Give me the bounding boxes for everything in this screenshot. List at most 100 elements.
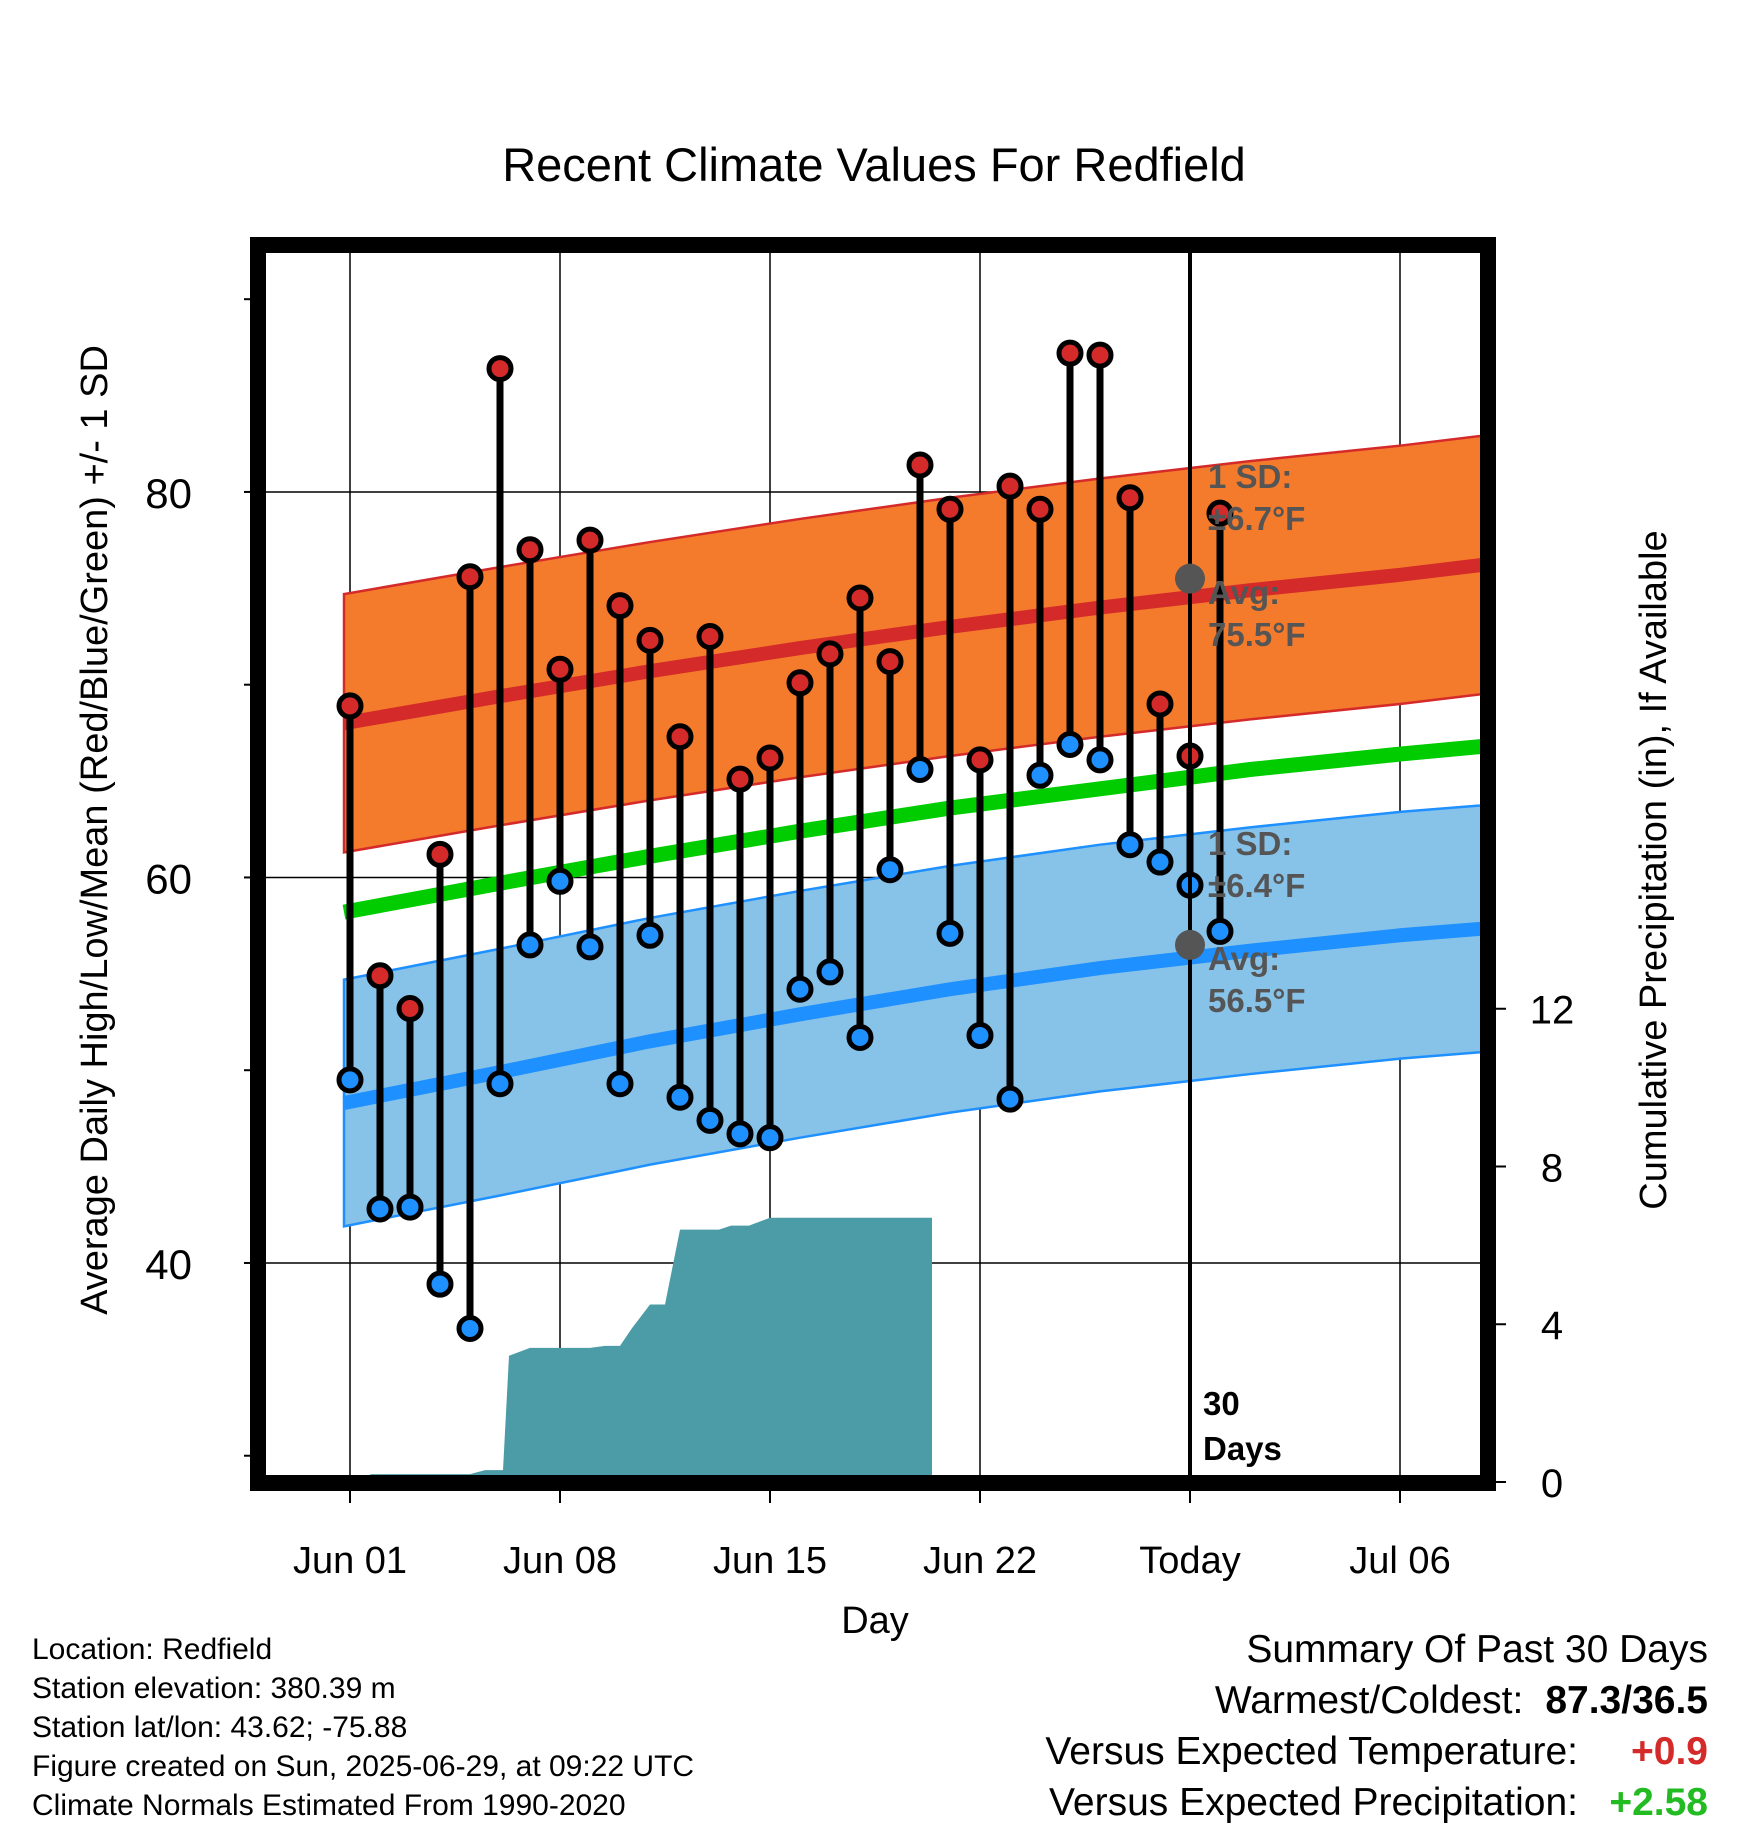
daily-low-point xyxy=(1026,761,1054,789)
low-avg-label: Avg: xyxy=(1208,940,1280,977)
daily-high-point xyxy=(996,472,1024,500)
low-sd-band xyxy=(342,804,1480,1228)
today-high-avg-marker xyxy=(1175,563,1205,594)
daily-low-point xyxy=(546,867,574,895)
daily-high-point xyxy=(876,648,904,676)
daily-high-point xyxy=(1026,495,1054,523)
daily-low-point xyxy=(1116,831,1144,859)
summary-title-row: Summary Of Past 30 Days xyxy=(808,1624,1708,1675)
daily-high-point xyxy=(1116,484,1144,512)
y-right-tick-label: 4 xyxy=(1541,1304,1563,1348)
daily-high-point xyxy=(516,536,544,564)
daily-high-point xyxy=(1056,339,1084,367)
daily-high-point xyxy=(696,623,724,651)
daily-high-point xyxy=(576,526,604,554)
daily-high-point xyxy=(936,495,964,523)
low-sd-value: ±6.4°F xyxy=(1208,867,1305,904)
precip-label: Versus Expected Precipitation: xyxy=(1049,1781,1578,1824)
daily-low-point xyxy=(366,1195,394,1223)
daily-low-point xyxy=(1206,917,1234,945)
x-tick-label: Jun 22 xyxy=(923,1540,1037,1582)
daily-high-point xyxy=(426,840,454,868)
daily-high-point xyxy=(756,744,784,772)
warm-cold-row: Warmest/Coldest: 87.3/36.5 xyxy=(808,1675,1708,1726)
temp-row: Versus Expected Temperature: +0.9 xyxy=(808,1726,1708,1777)
y-right-tick-label: 0 xyxy=(1541,1462,1563,1506)
daily-high-point xyxy=(666,723,694,751)
location-text: Location: Redfield xyxy=(32,1633,273,1666)
station-info: Location: Redfield Station elevation: 38… xyxy=(32,1630,694,1825)
daily-low-point xyxy=(816,958,844,986)
daily-high-point xyxy=(456,563,484,591)
plot-frame xyxy=(250,237,1496,1491)
daily-high-point xyxy=(336,692,364,720)
x-tick-label: Jun 01 xyxy=(293,1540,407,1582)
x-tick-label: Jul 06 xyxy=(1349,1540,1450,1582)
low-sd-label: 1 SD: xyxy=(1208,825,1292,862)
daily-high-point xyxy=(546,655,574,683)
period-unit: Days xyxy=(1203,1430,1282,1467)
x-tick-label: Jun 15 xyxy=(713,1540,827,1582)
normals-text: Climate Normals Estimated From 1990-2020 xyxy=(32,1789,626,1822)
daily-high-point xyxy=(366,962,394,990)
daily-low-point xyxy=(786,975,814,1003)
low-avg-value: 56.5°F xyxy=(1208,982,1306,1019)
daily-high-point xyxy=(486,355,514,383)
precip-value: +2.58 xyxy=(1609,1781,1708,1824)
daily-high-point xyxy=(1086,341,1114,369)
daily-high-point xyxy=(906,451,934,479)
summary-panel: Summary Of Past 30 Days Warmest/Coldest:… xyxy=(808,1624,1708,1828)
daily-low-point xyxy=(726,1120,754,1148)
y-axis-label-left: Average Daily High/Low/Mean (Red/Blue/Gr… xyxy=(74,345,116,1315)
elevation-text: Station elevation: 380.39 m xyxy=(32,1672,396,1705)
daily-high-point xyxy=(726,765,754,793)
chart-title: Recent Climate Values For Redfield xyxy=(502,138,1246,191)
y-left-tick-label: 40 xyxy=(145,1241,192,1288)
daily-low-point xyxy=(486,1070,514,1098)
precip-row: Versus Expected Precipitation: +2.58 xyxy=(808,1777,1708,1828)
x-axis-label: Day xyxy=(841,1600,909,1642)
daily-high-point xyxy=(966,746,994,774)
daily-low-point xyxy=(996,1085,1024,1113)
high-sd-value: ±6.7°F xyxy=(1208,500,1305,537)
y-left-tick-label: 80 xyxy=(145,470,192,517)
daily-low-point xyxy=(696,1106,724,1134)
high-sd-label: 1 SD: xyxy=(1208,458,1292,495)
warm-cold-label: Warmest/Coldest: xyxy=(1214,1679,1524,1722)
y-right-tick-label: 8 xyxy=(1541,1146,1563,1190)
warm-cold-value: 87.3/36.5 xyxy=(1545,1679,1708,1722)
y-axis-label-right: Cumulative Precipitation (in), If Availa… xyxy=(1633,530,1675,1209)
temp-value: +0.9 xyxy=(1631,1730,1708,1773)
daily-high-point xyxy=(786,669,814,697)
summary-title: Summary Of Past 30 Days xyxy=(1246,1628,1708,1671)
daily-low-point xyxy=(396,1193,424,1221)
daily-high-point xyxy=(1206,499,1234,527)
daily-low-point xyxy=(1146,848,1174,876)
daily-low-point xyxy=(846,1023,874,1051)
daily-high-point xyxy=(816,640,844,668)
daily-low-point xyxy=(936,919,964,947)
precipitation-area xyxy=(369,1217,932,1475)
daily-high-point xyxy=(396,995,424,1023)
period-number: 30 xyxy=(1203,1385,1240,1422)
y-left-tick-label: 60 xyxy=(145,855,192,902)
daily-high-point xyxy=(846,584,874,612)
daily-low-point xyxy=(426,1270,454,1298)
daily-low-point xyxy=(666,1083,694,1111)
y-right-tick-label: 12 xyxy=(1530,989,1575,1033)
daily-high-point xyxy=(606,592,634,620)
daily-low-point xyxy=(336,1066,364,1094)
daily-low-point xyxy=(756,1124,784,1152)
daily-high-point xyxy=(636,626,664,654)
normal-low-line xyxy=(342,921,1480,1110)
x-tick-label: Today xyxy=(1139,1540,1240,1582)
x-tick-label: Jun 08 xyxy=(503,1540,617,1582)
high-avg-value: 75.5°F xyxy=(1208,616,1306,653)
high-avg-label: Avg: xyxy=(1208,574,1280,611)
daily-low-point xyxy=(636,921,664,949)
today-low-avg-marker xyxy=(1175,929,1205,960)
daily-low-point xyxy=(456,1315,484,1343)
daily-low-point xyxy=(516,931,544,959)
daily-low-point xyxy=(1056,730,1084,758)
